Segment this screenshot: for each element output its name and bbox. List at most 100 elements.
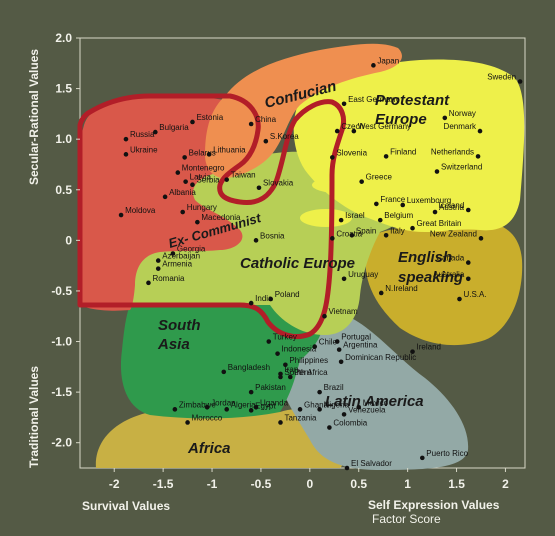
point-label-iceland: Iceland xyxy=(438,201,464,210)
point-turkey xyxy=(266,339,272,344)
point-label-bosnia: Bosnia xyxy=(260,231,285,240)
x-tick-label: -1.5 xyxy=(153,477,174,491)
point-algeria xyxy=(224,407,230,412)
point-taiwan xyxy=(224,177,230,182)
point-label-hungary: Hungary xyxy=(187,203,217,212)
point-spain xyxy=(349,232,355,238)
point-lithuania xyxy=(206,152,212,157)
point-portugal xyxy=(334,339,340,344)
point-japan xyxy=(371,63,376,68)
point-u-s-a- xyxy=(457,296,462,302)
point-georgia xyxy=(170,251,176,256)
point-label-slovakia: Slovakia xyxy=(263,179,294,188)
y-tick-label: -0.5 xyxy=(51,284,72,298)
country-points: Japan Sweden East Germany Norway Estonia Chin… xyxy=(118,56,523,471)
point-czech xyxy=(334,128,340,134)
point-label-netherlands: Netherlands xyxy=(431,147,474,156)
region-label-africa: Africa xyxy=(187,440,231,457)
point-nigeria xyxy=(317,407,322,412)
point-label-luxembourg: Luxembourg xyxy=(407,196,451,205)
point-macedonia xyxy=(195,219,200,225)
point-label-armenia: Armenia xyxy=(162,260,192,269)
point-label-s-korea: S.Korea xyxy=(270,132,299,141)
point-label-mexico: Mexico xyxy=(363,398,389,407)
point-jordan xyxy=(204,404,210,410)
point-australia xyxy=(465,276,471,282)
point-label-france: France xyxy=(380,195,405,204)
point-zimbabwe xyxy=(172,407,178,412)
point-label-nigeria: Nigeria xyxy=(324,400,350,409)
point-hungary xyxy=(180,209,185,215)
point-label-dominican-republic: Dominican Republic xyxy=(345,353,416,362)
x-axis-label-right: Self Expression Values xyxy=(368,498,500,512)
region-label-speaking: speaking xyxy=(398,269,463,286)
x-tick-label: 1 xyxy=(404,477,411,491)
point-label-austria: Austria xyxy=(439,203,464,212)
point-label-indonesia: Indonesia xyxy=(282,345,317,354)
point-great-britain xyxy=(410,225,415,231)
point-vietnam xyxy=(322,313,327,319)
y-tick-label: -1.0 xyxy=(51,335,72,349)
point-label-philippines: Philippines xyxy=(289,356,328,365)
point-serbia xyxy=(190,182,195,188)
point-puerto-rico xyxy=(420,455,425,461)
point-label-poland: Poland xyxy=(275,290,300,299)
point-ireland xyxy=(410,349,415,354)
point-moldova xyxy=(118,212,124,218)
point-armenia xyxy=(155,266,161,271)
point-ghana xyxy=(297,407,303,412)
point-label-chile: Chile xyxy=(319,338,338,347)
y-tick-label: 0.5 xyxy=(55,183,72,197)
point-label-tanzania: Tanzania xyxy=(284,413,317,422)
point-italy xyxy=(383,232,389,238)
point-label-albania: Albania xyxy=(169,188,196,197)
point-label-brazil: Brazil xyxy=(324,383,344,392)
y-tick-label: -1.5 xyxy=(51,385,72,399)
point-russia xyxy=(123,136,129,142)
region-latin-america xyxy=(276,311,469,470)
y-tick-label: 1.5 xyxy=(55,82,72,96)
point-label-pakistan: Pakistan xyxy=(255,383,286,392)
point-belarus xyxy=(182,155,187,160)
point-label-russia: Russia xyxy=(130,130,155,139)
point-label-peru: Peru xyxy=(294,368,311,377)
point-south-africa xyxy=(278,374,283,380)
point-label-lithuania: Lithuania xyxy=(213,145,246,154)
point-mexico xyxy=(356,404,362,410)
point-label-azerbaijan: Azerbaijan xyxy=(162,252,200,261)
region-label-protestant: Protestant xyxy=(375,92,450,109)
point-label-norway: Norway xyxy=(449,109,476,118)
point-slovenia xyxy=(330,155,335,160)
x-tick-label: -1 xyxy=(207,477,218,491)
y-axis-ticks: 2.0 1.5 1.0 0.5 0 -0.5 -1.0 -1.5 -2.0 xyxy=(51,31,80,450)
point-label-ghana: Ghana xyxy=(304,400,329,409)
region-label-south: South xyxy=(158,317,201,334)
point-new-zealand xyxy=(478,236,484,241)
point-label-bulgaria: Bulgaria xyxy=(159,123,189,132)
point-s-korea xyxy=(263,138,269,144)
point-france xyxy=(374,201,379,207)
point-label-egypt: Egypt xyxy=(255,401,276,410)
x-tick-label: 0 xyxy=(306,477,313,491)
point-label-east-germany: East Germany xyxy=(348,95,399,104)
point-label-turkey: Turkey xyxy=(273,333,297,342)
point-montenegro xyxy=(175,170,181,175)
region-label-catholic-europe: Catholic Europe xyxy=(240,255,355,272)
point-colombia xyxy=(327,425,332,430)
point-label-argentina: Argentina xyxy=(343,341,378,350)
point-label-zimbabwe: Zimbabwe xyxy=(179,400,216,409)
point-label-croatia: Croatia xyxy=(336,229,362,238)
x-tick-label: 0.5 xyxy=(350,477,367,491)
y-axis-label-bottom: Traditional Values xyxy=(27,366,41,468)
point-norway xyxy=(442,115,448,121)
region-label-english: English xyxy=(398,249,452,266)
point-east-germany xyxy=(341,101,347,107)
point-label-montenegro: Montenegro xyxy=(182,164,225,173)
point-label-georgia: Georgia xyxy=(177,245,206,254)
point-switzerland xyxy=(434,169,440,174)
point-label-great-britain: Great Britain xyxy=(417,219,462,228)
y-tick-label: 1.0 xyxy=(55,132,72,146)
y-tick-label: 0 xyxy=(65,233,72,247)
point-uganda xyxy=(253,404,259,410)
